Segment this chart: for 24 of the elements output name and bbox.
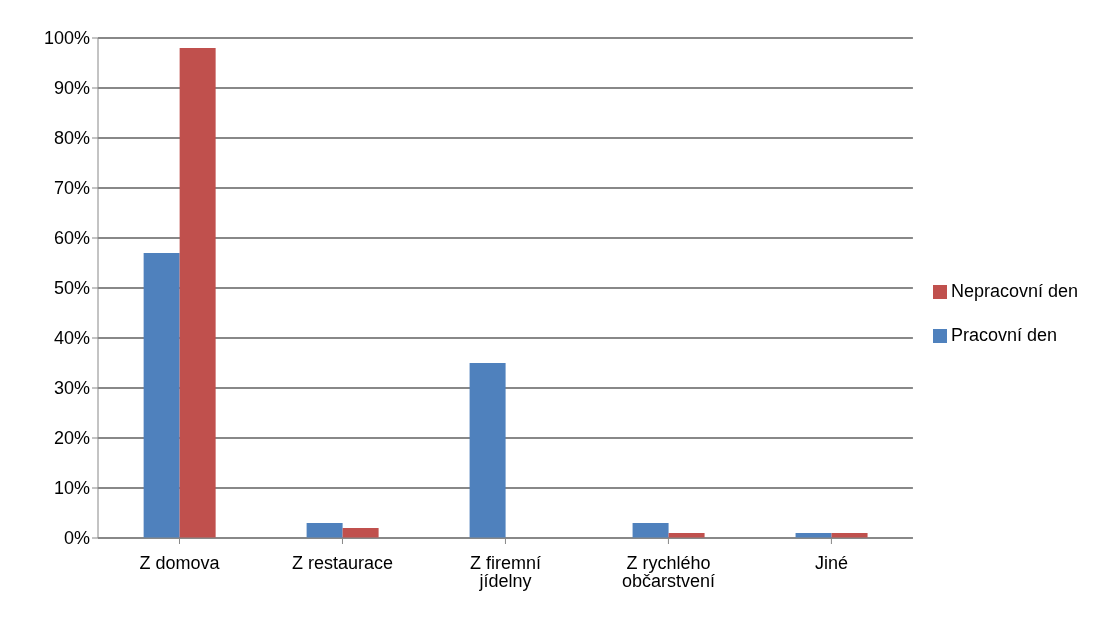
y-tick-label: 80% — [53, 128, 90, 149]
bar — [469, 363, 506, 538]
legend-label: Pracovní den — [950, 325, 1057, 345]
x-tick-label: Z domova — [139, 552, 221, 573]
x-tick-label: Jiné — [814, 552, 848, 573]
x-tick-label: Z firemní jídelny — [469, 552, 541, 591]
x-tick-label: Z rychlého občarstvení — [621, 552, 715, 591]
bar — [632, 523, 669, 538]
y-tick-label: 70% — [53, 178, 90, 199]
bar — [306, 523, 343, 538]
bar — [179, 48, 216, 538]
y-tick-label: 10% — [53, 478, 90, 499]
bar — [143, 253, 180, 538]
y-tick-label: 50% — [53, 278, 90, 299]
x-tick-label: Z restaurace — [291, 552, 393, 573]
legend-label: Nepracovní den — [950, 281, 1078, 301]
y-tick-label: 30% — [53, 378, 90, 399]
y-tick-label: 40% — [53, 328, 90, 349]
bar — [342, 528, 379, 538]
y-tick-label: 90% — [53, 78, 90, 99]
y-tick-label: 100% — [43, 28, 90, 49]
y-tick-label: 0% — [63, 528, 90, 549]
y-tick-label: 20% — [53, 428, 90, 449]
y-tick-label: 60% — [53, 228, 90, 249]
